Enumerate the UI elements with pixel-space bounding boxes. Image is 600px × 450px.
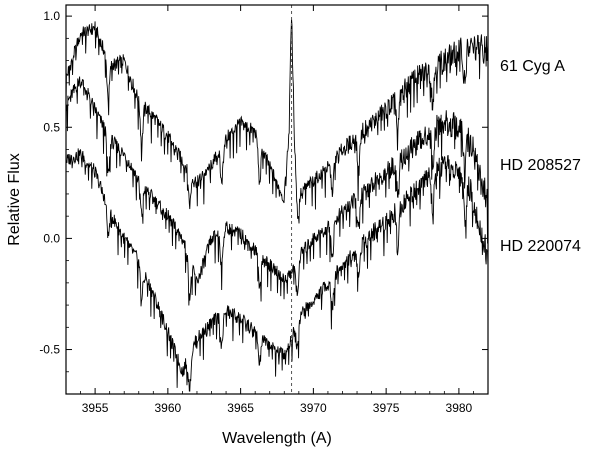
y-tick-label: 0.0 <box>43 231 60 245</box>
x-tick-label: 3965 <box>227 401 254 415</box>
spectrum-line-1 <box>66 18 488 224</box>
plot-frame <box>65 4 489 395</box>
x-axis-label: Wavelength (A) <box>222 430 332 447</box>
series-layer <box>66 18 488 392</box>
spectrum-line-3 <box>66 148 488 392</box>
x-tick-label: 3975 <box>373 401 400 415</box>
series-label: 61 Cyg A <box>500 58 565 75</box>
x-axis: 3955 3960 3965 3970 3975 3980 <box>65 5 489 415</box>
y-axis: -0.5 0.0 0.5 1.0 <box>39 9 488 373</box>
x-tick-label: 3960 <box>155 401 182 415</box>
y-tick-label: 0.5 <box>43 120 60 134</box>
y-tick-label: -0.5 <box>39 343 60 357</box>
y-tick-label: 1.0 <box>43 9 60 23</box>
series-labels: 61 Cyg A HD 208527 HD 220074 <box>500 58 581 255</box>
spectrum-line-2 <box>66 76 488 306</box>
y-axis-label: Relative Flux <box>6 153 23 245</box>
x-tick-label: 3970 <box>300 401 327 415</box>
series-label: HD 208527 <box>500 157 581 174</box>
series-label: HD 220074 <box>500 238 581 255</box>
x-tick-label: 3955 <box>82 401 109 415</box>
x-tick-label: 3980 <box>446 401 473 415</box>
